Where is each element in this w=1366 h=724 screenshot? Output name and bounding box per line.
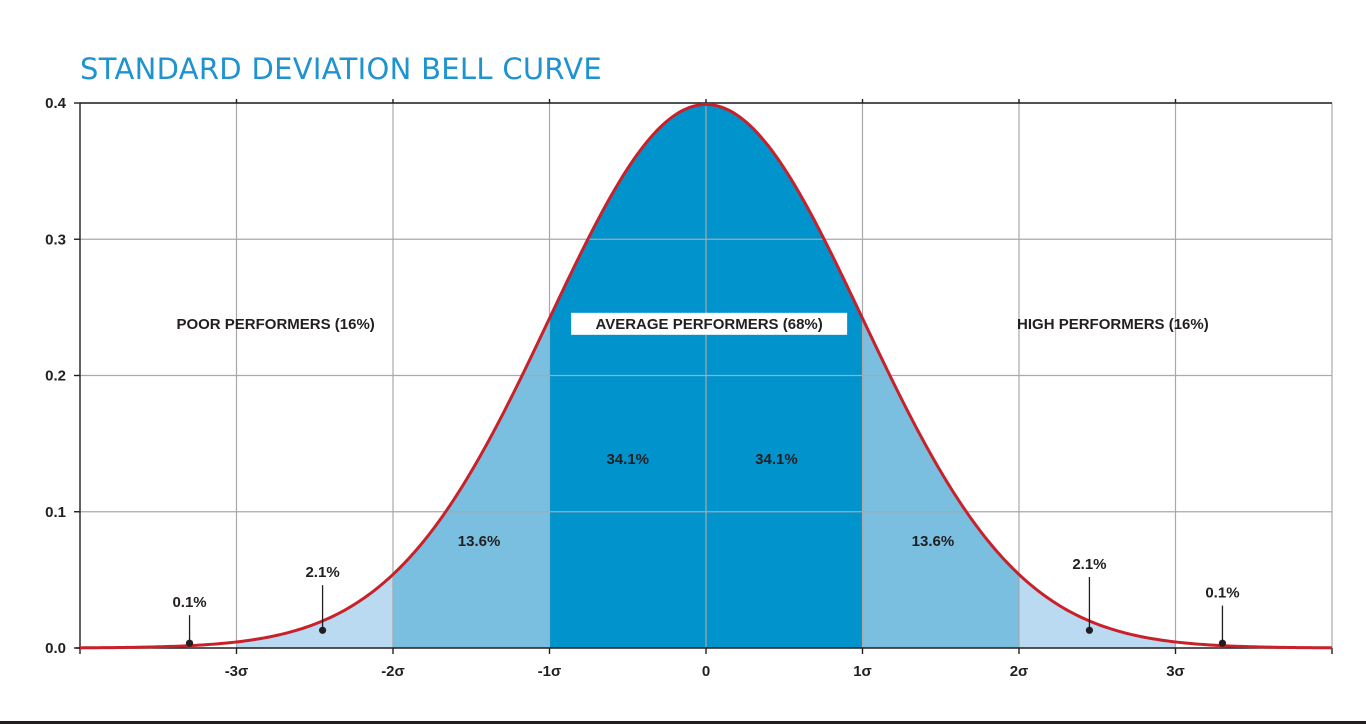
x-tick-label-1: -2σ [381, 663, 405, 680]
pointer-dot-1 [318, 626, 327, 634]
pointer-label-0: 0.1% [172, 594, 206, 611]
band-0 [236, 574, 393, 648]
region-label-2: HIGH PERFORMERS (16%) [1017, 316, 1209, 333]
band-4 [1019, 574, 1176, 648]
chart-title: STANDARD DEVIATION BELL CURVE [80, 52, 603, 86]
x-tick-label-0: -3σ [225, 663, 249, 680]
region-label-1: AVERAGE PERFORMERS (68%) [595, 316, 822, 333]
region-label-0: POOR PERFORMERS (16%) [176, 316, 374, 333]
bell-curve-line [79, 102, 1333, 650]
region-label-box-1 [571, 312, 848, 335]
y-tick-label-1: 0.1 [45, 504, 66, 521]
grid-lines [80, 102, 1333, 648]
y-tick-label-3: 0.3 [45, 231, 66, 248]
pointer-dot-3 [1218, 639, 1227, 647]
annotation-labels: 0.1% 2.1% 2.1% 0.1% 34.1% 34.1% 13.6% 13.6% POOR… [172, 312, 1240, 647]
segment-label-3: 13.6% [912, 533, 955, 550]
x-tick-label-6: 3σ [1166, 663, 1185, 680]
y-tick-label-0: 0.0 [45, 640, 66, 657]
pointer-label-3: 0.1% [1205, 585, 1239, 602]
pointer-dot-2 [1085, 626, 1094, 634]
y-tick-label-2: 0.2 [45, 368, 66, 385]
x-tick-label-2: -1σ [538, 663, 562, 680]
y-tick-label-4: 0.4 [45, 95, 67, 112]
x-tick-label-5: 2σ [1010, 663, 1029, 680]
pointer-dot-0 [185, 639, 194, 647]
segment-label-2: 13.6% [458, 533, 501, 550]
segment-label-0: 34.1% [606, 451, 649, 468]
curve-layer [79, 102, 1333, 650]
x-tick-label-4: 1σ [853, 663, 872, 680]
bottom-rule [0, 721, 1366, 724]
pointer-label-2: 2.1% [1072, 556, 1106, 573]
segment-label-1: 34.1% [755, 451, 798, 468]
pointer-label-1: 2.1% [305, 564, 339, 581]
x-tick-label-3: 0 [702, 663, 710, 680]
